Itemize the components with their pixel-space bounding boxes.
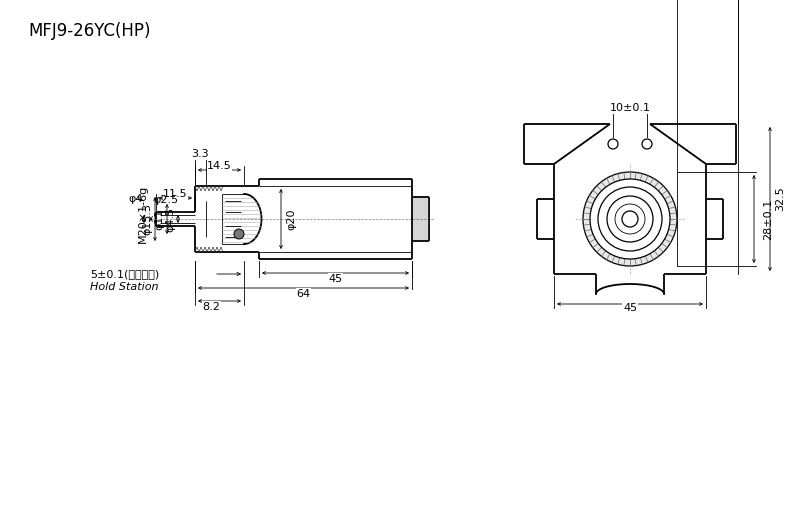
Text: φ20: φ20	[286, 208, 296, 230]
Text: 5±0.1(吸合位置): 5±0.1(吸合位置)	[90, 269, 159, 279]
Text: 64: 64	[297, 289, 310, 299]
Circle shape	[590, 179, 670, 259]
Text: 10±0.1: 10±0.1	[610, 103, 650, 113]
Text: 28±0.1: 28±0.1	[763, 198, 773, 240]
Text: M20×1-6g: M20×1-6g	[138, 185, 148, 243]
Text: 32.5: 32.5	[775, 187, 785, 211]
Text: MFJ9-26YC(HP): MFJ9-26YC(HP)	[28, 22, 150, 40]
Text: 11.5: 11.5	[163, 189, 188, 199]
Text: φ2.5: φ2.5	[153, 195, 178, 205]
Text: φ4: φ4	[129, 194, 143, 204]
Text: φ15.3: φ15.3	[142, 203, 152, 235]
Text: 45: 45	[623, 303, 637, 313]
Text: 3.3: 3.3	[192, 149, 210, 159]
Circle shape	[234, 229, 244, 239]
Circle shape	[583, 172, 677, 266]
Text: φ11: φ11	[154, 208, 164, 230]
Text: Hold Station: Hold Station	[90, 282, 158, 292]
Text: 14.5: 14.5	[207, 161, 232, 171]
Text: 8.2: 8.2	[202, 302, 221, 312]
Text: 45: 45	[329, 274, 342, 284]
Text: φ4.5: φ4.5	[165, 207, 175, 232]
